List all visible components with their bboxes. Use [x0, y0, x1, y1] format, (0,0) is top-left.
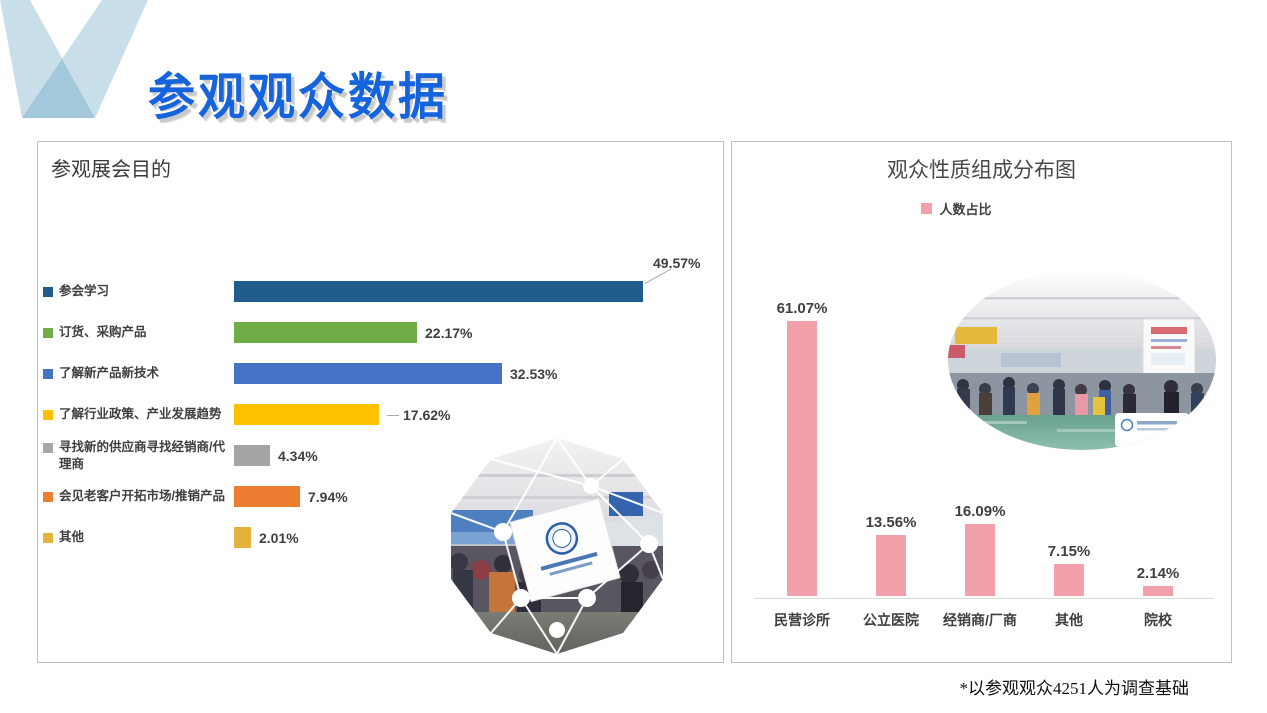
- bar: [234, 363, 502, 384]
- purpose-panel: 参观展会目的 参会学习 49.57% 订货、采购产品 22.17% 了解新产品新技术 32…: [37, 141, 724, 663]
- category-cell: 会见老客户开拓市场/推销产品: [43, 488, 234, 504]
- category-marker: [43, 328, 53, 339]
- exhibition-decagon-photo: [451, 438, 663, 654]
- bar: [876, 535, 906, 596]
- composition-chart-plot: 61.07% 民营诊所 13.56% 公立医院 16.09% 经销商/厂商 7.15% 其他 2…: [732, 142, 1231, 662]
- value-label: 17.62%: [387, 407, 450, 423]
- composition-panel: 观众性质组成分布图 人数占比: [731, 141, 1232, 663]
- value-label: 2.01%: [259, 529, 299, 546]
- category-label: 其他: [59, 530, 85, 545]
- category-label: 参会学习: [59, 284, 110, 299]
- purpose-chart-rows: 参会学习 49.57% 订货、采购产品 22.17% 了解新产品新技术 32.53% 了解行…: [43, 255, 719, 558]
- bar-row: 其他 2.01%: [43, 517, 719, 558]
- category-label: 民营诊所: [774, 612, 830, 628]
- category-label: 了解新产品新技术: [59, 366, 160, 381]
- bar: [965, 524, 995, 596]
- category-cell: 参会学习: [43, 283, 234, 299]
- category-label: 会见老客户开拓市场/推销产品: [59, 489, 225, 504]
- category-marker: [43, 492, 53, 503]
- category-label: 订货、采购产品: [59, 325, 147, 340]
- bar: [787, 321, 817, 596]
- category-marker: [43, 533, 53, 544]
- bar: [234, 404, 379, 425]
- category-cell: 了解新产品新技术: [43, 365, 234, 381]
- x-axis-line: [754, 598, 1214, 599]
- category-cell: 订货、采购产品: [43, 324, 234, 340]
- value-label: 16.09%: [954, 503, 1006, 520]
- chart-legend: 人数占比: [707, 199, 1206, 218]
- category-label: 其他: [1055, 612, 1083, 628]
- v-logo: [0, 0, 148, 118]
- bar-row: 了解行业政策、产业发展趋势 17.62%: [43, 394, 719, 435]
- legend-label: 人数占比: [939, 202, 992, 217]
- category-label: 经销商/厂商: [943, 612, 1017, 628]
- category-label: 院校: [1144, 612, 1172, 628]
- bar-row: 订货、采购产品 22.17%: [43, 312, 719, 353]
- category-marker: [43, 369, 53, 380]
- bar: [234, 486, 300, 507]
- bar: [234, 281, 643, 302]
- value-label: 49.57%: [653, 255, 701, 271]
- footnote: *以参观观众4251人为调查基础: [959, 679, 1190, 698]
- value-label: 13.56%: [865, 514, 917, 531]
- value-label: 32.53%: [510, 365, 558, 382]
- bar: [1143, 586, 1173, 596]
- category-label: 了解行业政策、产业发展趋势: [59, 407, 222, 422]
- bar-row: 寻找新的供应商寻找经销商/代理商 4.34%: [43, 435, 719, 476]
- leader-dash: [387, 415, 399, 417]
- category-cell: 其他: [43, 529, 234, 545]
- bar: [234, 527, 251, 548]
- composition-chart-title: 观众性质组成分布图: [887, 159, 1076, 182]
- category-marker: [43, 410, 53, 421]
- value-label: 2.14%: [1136, 565, 1180, 582]
- value-label: 7.15%: [1047, 543, 1091, 560]
- purpose-chart-title: 参观展会目的: [51, 159, 171, 181]
- value-label: 4.34%: [278, 447, 318, 464]
- value-label: 61.07%: [776, 300, 828, 317]
- exhibition-ellipse-photo: [948, 270, 1216, 450]
- value-label: 7.94%: [308, 488, 348, 505]
- legend-swatch: [921, 203, 933, 214]
- category-label: 公立医院: [863, 612, 919, 628]
- bar: [234, 322, 417, 343]
- bar: [234, 445, 270, 466]
- v-logo-overlap: [22, 59, 95, 118]
- value-label: 22.17%: [425, 324, 473, 341]
- bar-row: 参会学习 49.57%: [43, 255, 719, 312]
- category-marker: [43, 443, 53, 454]
- page-title: 参观观众数据: [148, 68, 448, 125]
- category-marker: [43, 287, 53, 298]
- category-cell: 寻找新的供应商寻找经销商/代理商: [43, 439, 234, 472]
- bar-row: 会见老客户开拓市场/推销产品 7.94%: [43, 476, 719, 517]
- category-label: 寻找新的供应商寻找经销商/代理商: [59, 440, 225, 471]
- bar: [1054, 564, 1084, 596]
- bar-row: 了解新产品新技术 32.53%: [43, 353, 719, 394]
- category-cell: 了解行业政策、产业发展趋势: [43, 406, 234, 422]
